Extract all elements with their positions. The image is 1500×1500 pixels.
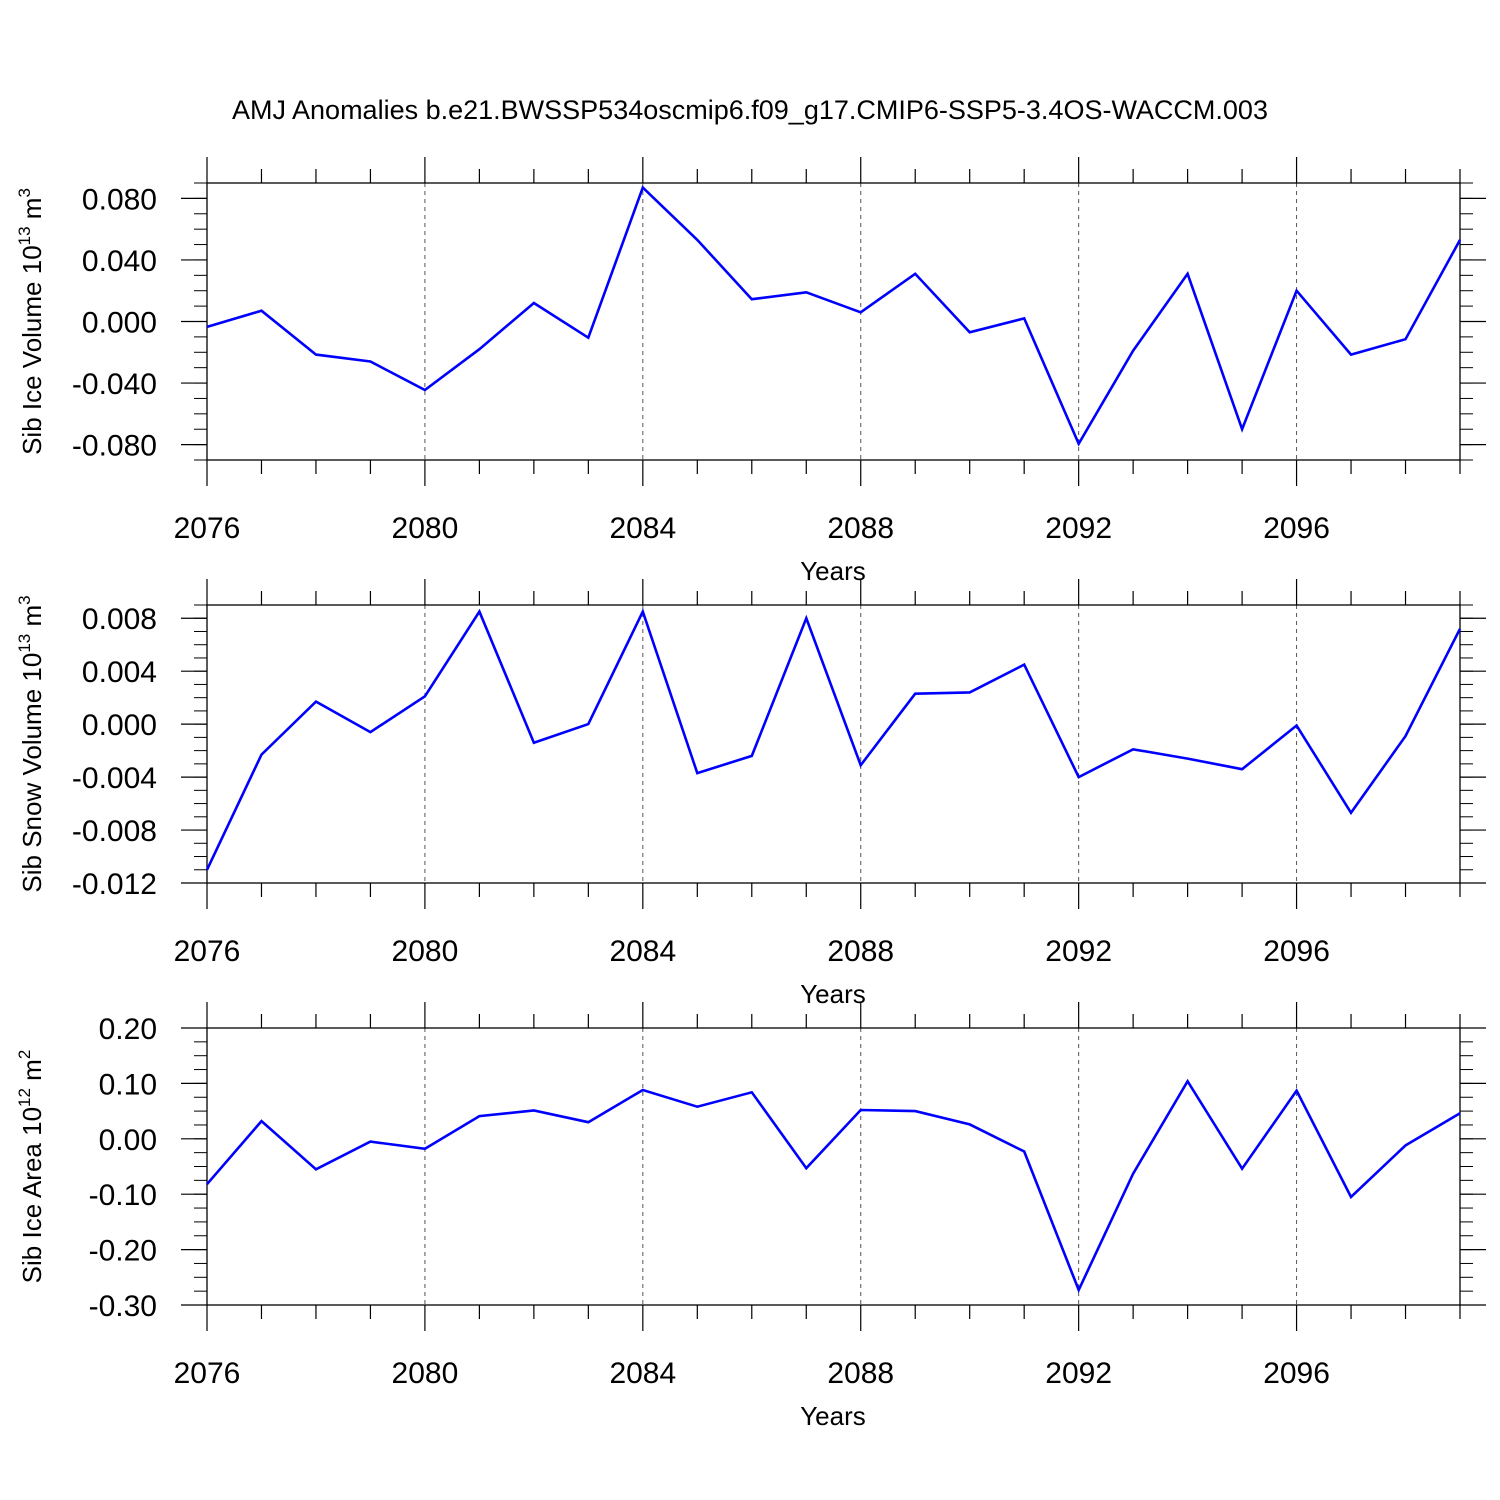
- y-tick-label: -0.012: [72, 868, 157, 901]
- chart-title: AMJ Anomalies b.e21.BWSSP534oscmip6.f09_…: [232, 95, 1268, 125]
- x-tick-label: 2096: [1263, 1357, 1330, 1390]
- plot-frame: [206, 182, 1461, 461]
- series-line: [205, 608, 1462, 871]
- y-tick-label: 0.004: [82, 656, 157, 689]
- x-tick-label: 2088: [827, 512, 894, 545]
- x-tick-label: 2080: [392, 935, 459, 968]
- x-tick-label: 2088: [827, 1357, 894, 1390]
- series-line: [206, 185, 1462, 447]
- y-tick-label: -0.20: [89, 1235, 157, 1268]
- x-axis-label: Years: [800, 1401, 866, 1431]
- x-tick-label: 2088: [827, 935, 894, 968]
- y-tick-label: 0.000: [82, 709, 157, 742]
- y-tick-label: -0.008: [72, 815, 157, 848]
- y-tick-label: -0.040: [72, 368, 157, 401]
- x-tick-label: 2084: [609, 935, 676, 968]
- y-axis-label: Sib Ice Volume 1013 m3: [15, 188, 47, 455]
- x-tick-label: 2076: [174, 512, 241, 545]
- y-tick-label: 0.00: [99, 1124, 157, 1157]
- y-tick-label: -0.30: [89, 1290, 157, 1323]
- plot-frame: [206, 1027, 1461, 1306]
- panel-sib-snow-volume: -0.012 -0.008 -0.004 0.000 0.004 0.008 2076 208…: [15, 579, 1486, 1009]
- x-tick-label: 2096: [1263, 512, 1330, 545]
- y-tick-label: 0.10: [99, 1068, 157, 1101]
- x-tick-label: 2080: [392, 1357, 459, 1390]
- series-line: [206, 1078, 1461, 1294]
- y-tick-label: 0.000: [82, 307, 157, 340]
- x-tick-label: 2092: [1045, 935, 1112, 968]
- y-tick-label: 0.040: [82, 245, 157, 278]
- x-tick-label: 2096: [1263, 935, 1330, 968]
- plot-frame: [206, 604, 1461, 884]
- panel-sib-ice-volume: -0.080 -0.040 0.000 0.040 0.080 2076 2080 2084 2…: [15, 157, 1486, 586]
- y-axis-label: Sib Ice Area 1012 m2: [15, 1050, 47, 1284]
- y-tick-label: 0.008: [82, 603, 157, 636]
- x-tick-label: 2084: [609, 1357, 676, 1390]
- x-axis-label: Years: [800, 979, 866, 1009]
- x-tick-label: 2092: [1045, 1357, 1112, 1390]
- x-tick-label: 2076: [174, 935, 241, 968]
- panel-sib-ice-area: -0.30 -0.20 -0.10 0.00 0.10 0.20 2076 2080 2084 2…: [15, 1002, 1486, 1431]
- y-axis-label: Sib Snow Volume 1013 m3: [15, 595, 47, 892]
- x-tick-label: 2076: [174, 1357, 241, 1390]
- y-tick-label: -0.080: [72, 430, 157, 463]
- x-tick-label: 2084: [609, 512, 676, 545]
- y-tick-label: 0.20: [99, 1013, 157, 1046]
- y-tick-label: 0.080: [82, 183, 157, 216]
- x-axis-label: Years: [800, 556, 866, 586]
- y-tick-label: -0.10: [89, 1179, 157, 1212]
- y-tick-label: -0.004: [72, 762, 157, 795]
- x-tick-label: 2080: [392, 512, 459, 545]
- x-tick-label: 2092: [1045, 512, 1112, 545]
